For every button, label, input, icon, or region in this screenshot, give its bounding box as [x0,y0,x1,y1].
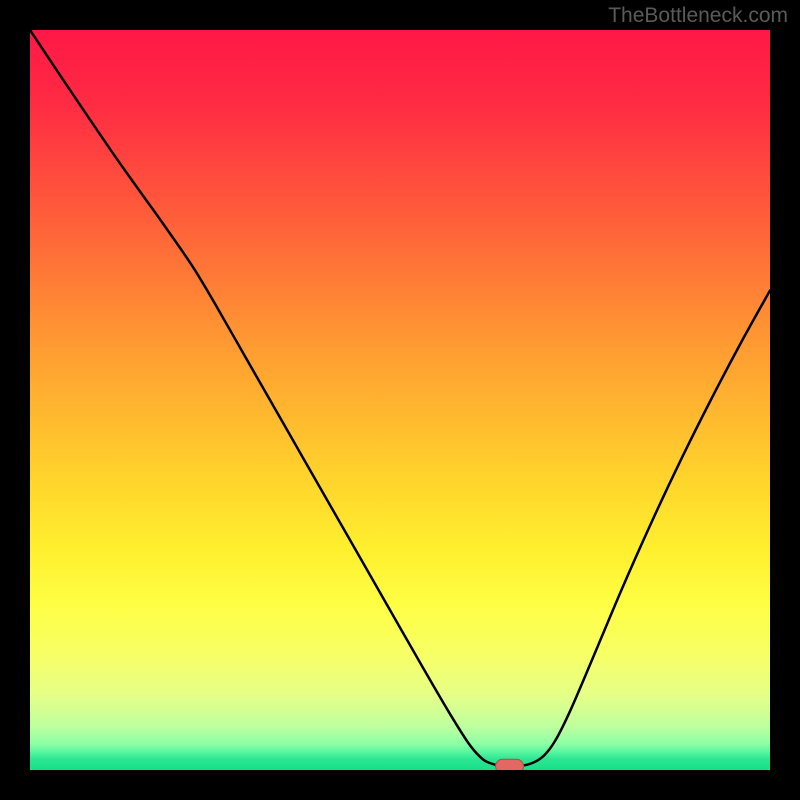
plot-area [30,30,770,770]
chart-container: TheBottleneck.com [0,0,800,800]
minimum-marker [496,759,524,770]
curve-layer [30,30,770,770]
bottleneck-curve [30,30,770,767]
watermark-text: TheBottleneck.com [608,4,788,28]
